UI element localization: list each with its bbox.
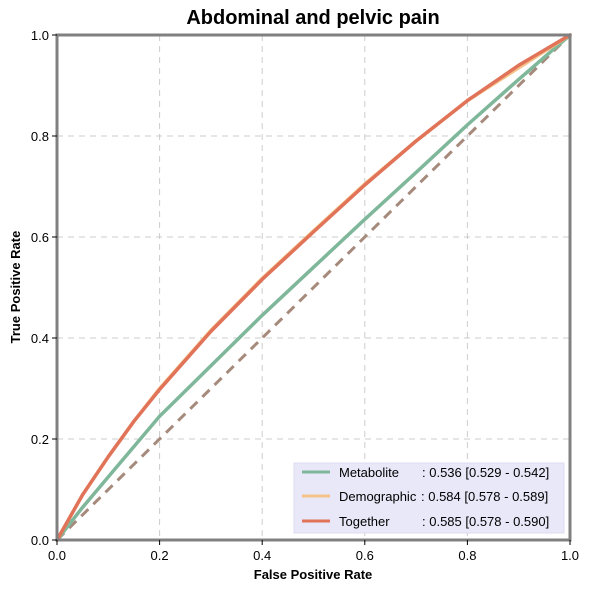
y-tick-label-4: 0.8	[31, 129, 49, 144]
legend-value-together: : 0.585 [0.578 - 0.590]	[422, 514, 549, 529]
x-axis-label: False Positive Rate	[254, 567, 373, 582]
axis-ticks: 0.0 0.2 0.4 0.6 0.8 1.0 0.0 0.2 0.4 0.6 0.8 1.0	[31, 28, 579, 563]
series-line-metabolite	[55, 33, 572, 542]
x-tick-label-2: 0.4	[253, 548, 271, 563]
y-axis-label: True Positive Rate	[8, 231, 23, 344]
legend-label-demographic: Demographic	[339, 489, 417, 504]
legend-label-together: Together	[339, 514, 390, 529]
y-tick-label-1: 0.2	[31, 432, 49, 447]
chart-title: Abdominal and pelvic pain	[186, 7, 439, 29]
y-tick-label-3: 0.6	[31, 230, 49, 245]
legend-value-metabolite: : 0.536 [0.529 - 0.542]	[422, 465, 549, 480]
series-lines	[55, 33, 572, 542]
chance-line	[55, 33, 572, 542]
y-tick-label-5: 1.0	[31, 28, 49, 43]
y-tick-label-0: 0.0	[31, 533, 49, 548]
x-tick-label-4: 0.8	[458, 548, 476, 563]
y-tick-label-2: 0.4	[31, 331, 49, 346]
reference-diagonal	[55, 33, 572, 542]
x-tick-label-5: 1.0	[561, 548, 579, 563]
legend-value-demographic: : 0.584 [0.578 - 0.589]	[421, 489, 548, 504]
legend-label-metabolite: Metabolite	[339, 465, 399, 480]
x-tick-label-0: 0.0	[48, 548, 66, 563]
legend: Metabolite : 0.536 [0.529 - 0.542] Demog…	[293, 462, 565, 534]
legend-box	[293, 462, 565, 534]
x-tick-label-1: 0.2	[151, 548, 169, 563]
plot-frame	[55, 33, 572, 542]
series-line-together	[55, 33, 572, 542]
grid-lines	[57, 35, 570, 540]
x-tick-label-3: 0.6	[356, 548, 374, 563]
